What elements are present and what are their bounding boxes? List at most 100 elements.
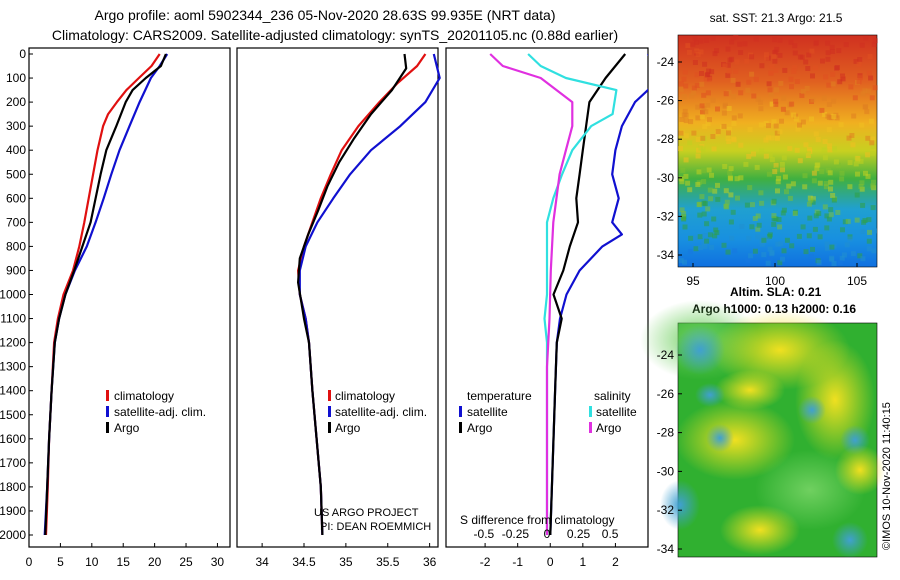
- sst-pixel: [703, 109, 709, 115]
- legend-swatch-satellite: [328, 406, 331, 417]
- sst-pixel: [849, 133, 855, 138]
- sst-pixel: [707, 187, 713, 193]
- sst-pixel: [766, 81, 772, 87]
- sst-pixel: [866, 246, 872, 252]
- sst-pixel: [827, 147, 833, 153]
- sst-pixel: [767, 246, 773, 252]
- sst-pixel: [678, 81, 684, 87]
- sst-pixel: [727, 170, 733, 176]
- sla-lat-label: -28: [657, 426, 675, 440]
- sst-pixel: [711, 146, 717, 152]
- sst-pixel: [778, 80, 784, 86]
- legend-label-sal-satellite: satellite: [596, 405, 637, 419]
- sst-pixel: [806, 52, 812, 58]
- sst-pixel: [773, 101, 779, 107]
- sst-pixel: [696, 169, 702, 175]
- sst-pixel: [843, 42, 849, 48]
- sst-pixel: [695, 52, 701, 57]
- sst-pixel: [753, 76, 759, 82]
- sst-pixel: [858, 184, 864, 189]
- sst-pixel: [771, 216, 777, 222]
- sst-pixel: [685, 180, 691, 186]
- sst-pixel: [766, 123, 771, 129]
- series-line-salinity-argo: [489, 53, 574, 535]
- series-line-climatology: [44, 53, 161, 536]
- sst-pixel: [868, 118, 874, 124]
- depth-tick-label: 1300: [0, 360, 26, 374]
- sst-pixel: [868, 75, 874, 81]
- sst-pixel: [724, 199, 730, 205]
- sst-pixel: [791, 112, 797, 118]
- sst-pixel: [725, 72, 731, 78]
- sst-pixel: [678, 86, 684, 92]
- sst-pixel: [830, 49, 836, 54]
- salinity-panel: 34 34.5 35 35.5 36: [236, 47, 441, 569]
- sst-pixel: [829, 256, 835, 262]
- sst-pixel: [752, 216, 758, 221]
- sst-pixel: [822, 139, 828, 144]
- sst-pixel: [774, 87, 779, 93]
- sst-pixel: [825, 40, 831, 46]
- sst-pixel: [773, 162, 779, 168]
- sst-pixel: [806, 233, 812, 239]
- sst-pixel: [822, 112, 828, 117]
- sst-pixel: [794, 79, 800, 84]
- sst-pixel: [726, 106, 732, 111]
- sst-pixel: [763, 153, 769, 159]
- sst-pixel: [784, 237, 790, 243]
- series-line-satellite-adj-clim-: [298, 53, 441, 536]
- sla-anomaly: [798, 396, 826, 424]
- sst-pixel: [758, 122, 764, 128]
- sst-pixel: [761, 237, 767, 243]
- legend-label-temp-argo: Argo: [467, 421, 493, 435]
- sst-pixel: [713, 227, 719, 233]
- sst-pixel: [864, 109, 870, 115]
- sst-pixel: [722, 103, 728, 109]
- sst-pixel: [787, 195, 793, 201]
- title-line-2: Climatology: CARS2009. Satellite-adjuste…: [52, 27, 618, 43]
- sst-pixel: [705, 102, 711, 108]
- legend-label-satellite: satellite-adj. clim.: [335, 405, 427, 419]
- sst-pixel: [852, 95, 858, 101]
- sst-pixel: [792, 211, 798, 216]
- sst-pixel: [774, 136, 780, 141]
- sst-pixel: [680, 167, 686, 173]
- sst-pixel: [847, 160, 853, 166]
- sst-pixel: [813, 131, 819, 137]
- sst-pixel: [722, 164, 728, 169]
- sst-pixel: [853, 161, 859, 167]
- sst-pixel: [793, 116, 799, 122]
- sla-anomaly: [660, 480, 700, 530]
- sst-pixel: [777, 129, 783, 135]
- sst-pixel: [809, 48, 815, 54]
- x-tick-label-salinity: -0.5: [474, 527, 495, 541]
- sst-pixel: [702, 243, 708, 249]
- sst-pixel: [768, 70, 774, 76]
- sst-pixel: [731, 136, 736, 142]
- sst-pixel: [773, 98, 779, 104]
- depth-tick-label: 1800: [0, 480, 26, 494]
- x-tick-label: 0: [26, 555, 33, 569]
- sst-pixel: [728, 192, 734, 198]
- sst-pixel: [693, 246, 699, 252]
- legend-heading-salinity: salinity: [594, 389, 631, 403]
- sst-pixel: [695, 182, 701, 187]
- x-tick-label: 34: [255, 555, 269, 569]
- sst-pixel: [678, 258, 684, 264]
- sst-pixel: [826, 82, 832, 88]
- sst-pixel: [738, 50, 744, 55]
- sst-pixel: [681, 94, 687, 100]
- sst-pixel: [683, 83, 689, 89]
- sst-pixel: [702, 233, 708, 239]
- sst-pixel: [729, 39, 735, 45]
- sst-pixel: [687, 140, 693, 146]
- sst-lat-label: -26: [657, 94, 675, 108]
- sst-pixel: [810, 97, 816, 103]
- sst-pixel: [695, 104, 701, 110]
- sst-pixel: [767, 232, 773, 238]
- sst-pixel: [692, 36, 698, 42]
- sst-pixel: [870, 183, 876, 189]
- sst-pixel: [691, 85, 697, 91]
- sst-pixel: [815, 137, 821, 143]
- sst-pixel: [725, 46, 731, 52]
